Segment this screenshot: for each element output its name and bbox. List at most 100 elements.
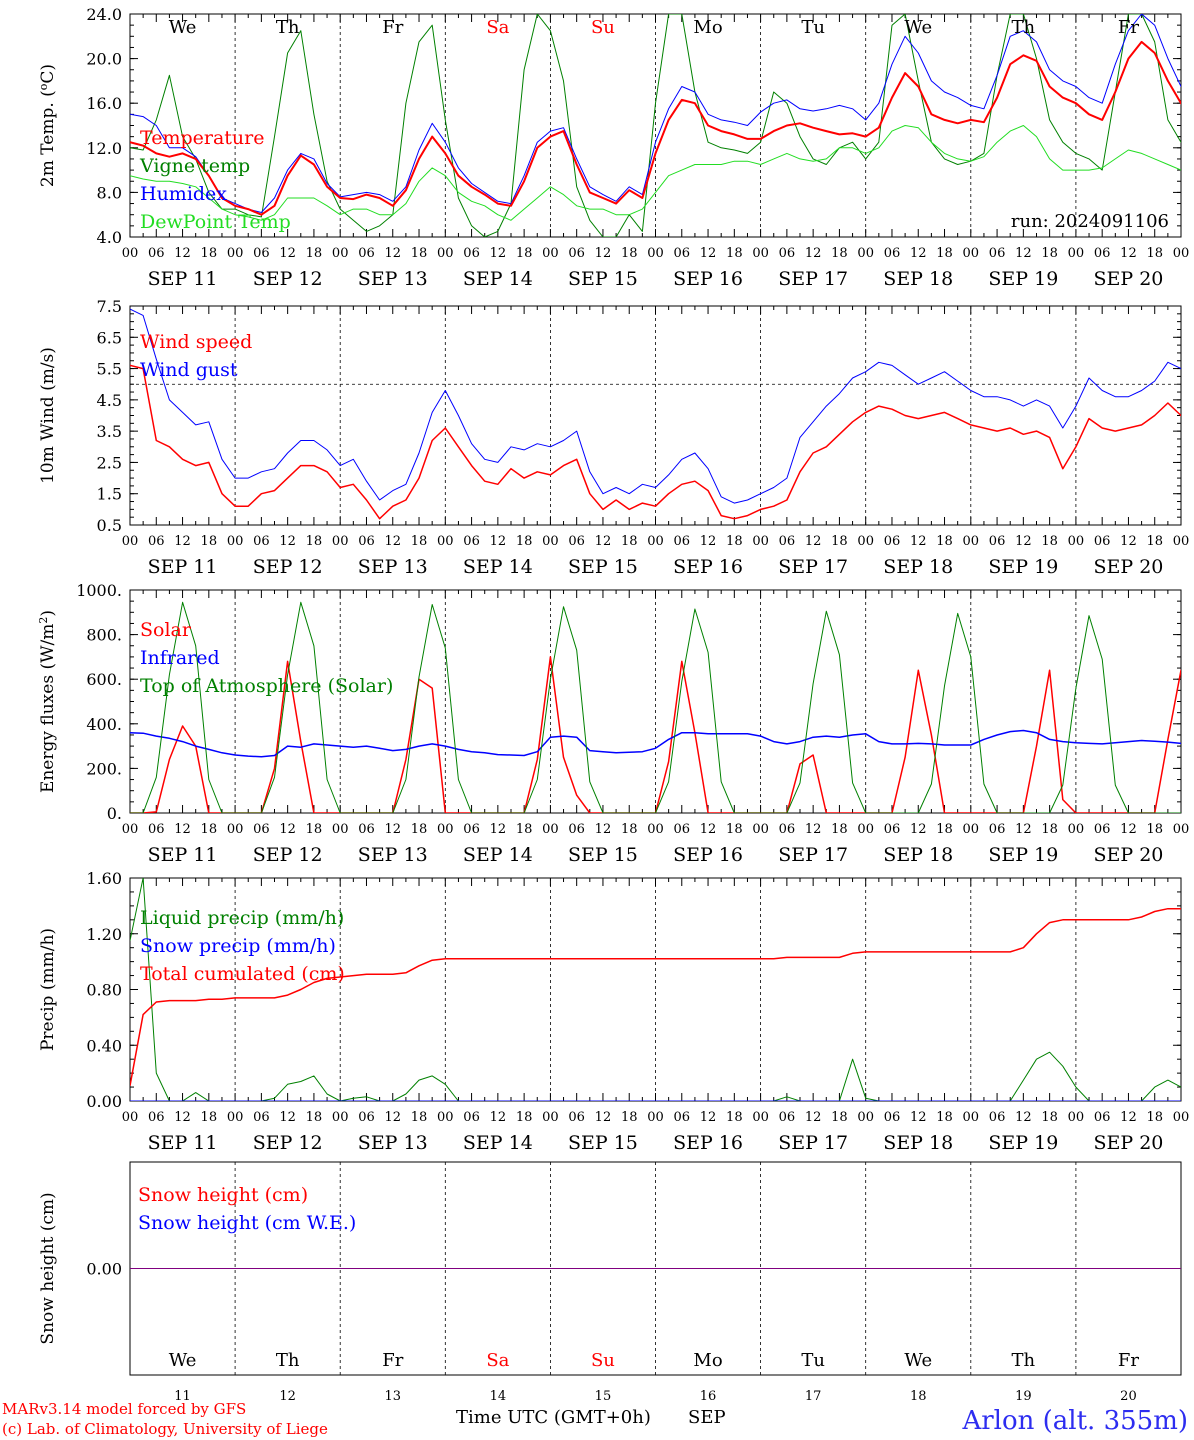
weekday-label: We <box>904 17 932 38</box>
hour-tick-label: 18 <box>621 822 638 837</box>
hour-tick-label: 06 <box>358 1110 375 1125</box>
date-label: SEP 13 <box>358 1132 428 1154</box>
hour-tick-label: 18 <box>726 246 743 261</box>
weekday-label: Su <box>591 1350 615 1371</box>
y-tick-label: 1.5 <box>97 485 122 504</box>
weekday-label: Fr <box>1118 17 1139 38</box>
hour-tick-label: 12 <box>805 822 822 837</box>
legend-entry: Wind gust <box>140 359 238 381</box>
hour-tick-label: 06 <box>884 822 901 837</box>
hour-tick-label: 06 <box>358 534 375 549</box>
date-label: SEP 20 <box>1094 268 1164 290</box>
date-label: SEP 19 <box>988 844 1058 866</box>
hour-tick-label: 06 <box>148 822 165 837</box>
hour-tick-label: 06 <box>568 246 585 261</box>
y-tick-label: 5.5 <box>97 360 122 379</box>
hour-tick-label: 00 <box>227 822 244 837</box>
legend-entry: Humidex <box>140 183 227 205</box>
hour-tick-label: 18 <box>1041 246 1058 261</box>
day-number-label: 15 <box>595 1389 612 1404</box>
hour-tick-label: 00 <box>332 1110 349 1125</box>
hour-tick-label: 12 <box>1120 822 1137 837</box>
hour-tick-label: 12 <box>1015 246 1032 261</box>
hour-tick-label: 00 <box>963 822 980 837</box>
hour-tick-label: 00 <box>647 534 664 549</box>
hour-tick-label: 12 <box>490 534 507 549</box>
hour-tick-label: 12 <box>700 534 717 549</box>
y-tick-label: 400. <box>86 715 122 734</box>
hour-tick-label: 18 <box>936 822 953 837</box>
date-label: SEP 15 <box>568 1132 638 1154</box>
hour-tick-label: 06 <box>253 822 270 837</box>
hour-tick-label: 18 <box>516 534 533 549</box>
hour-tick-label: 12 <box>279 822 296 837</box>
hour-tick-label: 06 <box>989 246 1006 261</box>
date-label: SEP 18 <box>883 268 953 290</box>
hour-tick-label: 06 <box>674 534 691 549</box>
hour-tick-label: 12 <box>805 246 822 261</box>
hour-tick-label: 06 <box>1094 534 1111 549</box>
hour-tick-label: 06 <box>253 1110 270 1125</box>
weekday-label: Tu <box>801 17 825 38</box>
hour-tick-label: 18 <box>936 246 953 261</box>
weekday-label: Su <box>591 17 615 38</box>
series-line-wind-speed <box>130 364 1181 520</box>
legend-entry: Snow precip (mm/h) <box>140 935 336 957</box>
hour-tick-label: 00 <box>332 534 349 549</box>
legend-entry: Snow height (cm W.E.) <box>138 1212 356 1234</box>
hour-tick-label: 18 <box>411 1110 428 1125</box>
hour-tick-label: 12 <box>174 246 191 261</box>
hour-tick-label: 00 <box>542 822 559 837</box>
hour-tick-label: 06 <box>674 246 691 261</box>
hour-tick-label: 00 <box>963 534 980 549</box>
y-tick-label: 4.5 <box>97 391 122 410</box>
date-label: SEP 18 <box>883 1132 953 1154</box>
run-annotation: run: 2024091106 <box>1011 211 1169 232</box>
hour-tick-label: 00 <box>647 1110 664 1125</box>
hour-tick-label: 12 <box>384 1110 401 1125</box>
hour-tick-label: 18 <box>306 246 323 261</box>
hour-tick-label: 18 <box>936 534 953 549</box>
legend-entry: Solar <box>140 619 192 641</box>
hour-tick-label: 06 <box>253 534 270 549</box>
hour-tick-label: 00 <box>963 246 980 261</box>
hour-tick-label: 00 <box>332 822 349 837</box>
weekday-label: Th <box>276 17 300 38</box>
weekday-label: Mo <box>693 17 722 38</box>
date-label: SEP 14 <box>463 556 533 578</box>
hour-tick-label: 00 <box>122 534 139 549</box>
hour-tick-label: 18 <box>516 1110 533 1125</box>
hour-tick-label: 12 <box>700 822 717 837</box>
hour-tick-label: 06 <box>779 534 796 549</box>
y-tick-label: 0.40 <box>86 1036 122 1055</box>
legend-entry: Top of Atmosphere (Solar) <box>140 675 393 697</box>
panel-energy: 0. 200. 400. 600. 800. 1000. Energy fluxes (W/… <box>37 581 1190 866</box>
hour-tick-label: 00 <box>857 534 874 549</box>
weekday-label: Fr <box>1118 1350 1139 1371</box>
hour-tick-label: 18 <box>726 822 743 837</box>
hour-tick-label: 06 <box>358 246 375 261</box>
day-number-label: 17 <box>805 1389 822 1404</box>
series-line-liquid-precip-mm-h- <box>130 878 1181 1101</box>
hour-tick-label: 12 <box>1015 822 1032 837</box>
hour-tick-label: 06 <box>884 534 901 549</box>
hour-tick-label: 00 <box>437 246 454 261</box>
date-label: SEP 19 <box>988 1132 1058 1154</box>
date-label: SEP 13 <box>358 268 428 290</box>
y-tick-label: 3.5 <box>97 422 122 441</box>
legend-entry: Snow height (cm) <box>138 1184 308 1206</box>
hour-tick-label: 18 <box>516 822 533 837</box>
date-label: SEP 19 <box>988 268 1058 290</box>
hour-tick-label: 12 <box>700 246 717 261</box>
hour-tick-label: 06 <box>463 246 480 261</box>
series-line-temperature <box>130 40 1181 216</box>
hour-tick-label: 18 <box>201 246 218 261</box>
date-label: SEP 20 <box>1094 556 1164 578</box>
date-label: SEP 11 <box>148 268 218 290</box>
hour-tick-label: 00 <box>1068 1110 1085 1125</box>
day-number-label: 20 <box>1120 1389 1137 1404</box>
hour-tick-label: 00 <box>963 1110 980 1125</box>
hour-tick-label: 18 <box>621 246 638 261</box>
y-tick-label: 800. <box>86 626 122 645</box>
hour-tick-label: 12 <box>384 246 401 261</box>
